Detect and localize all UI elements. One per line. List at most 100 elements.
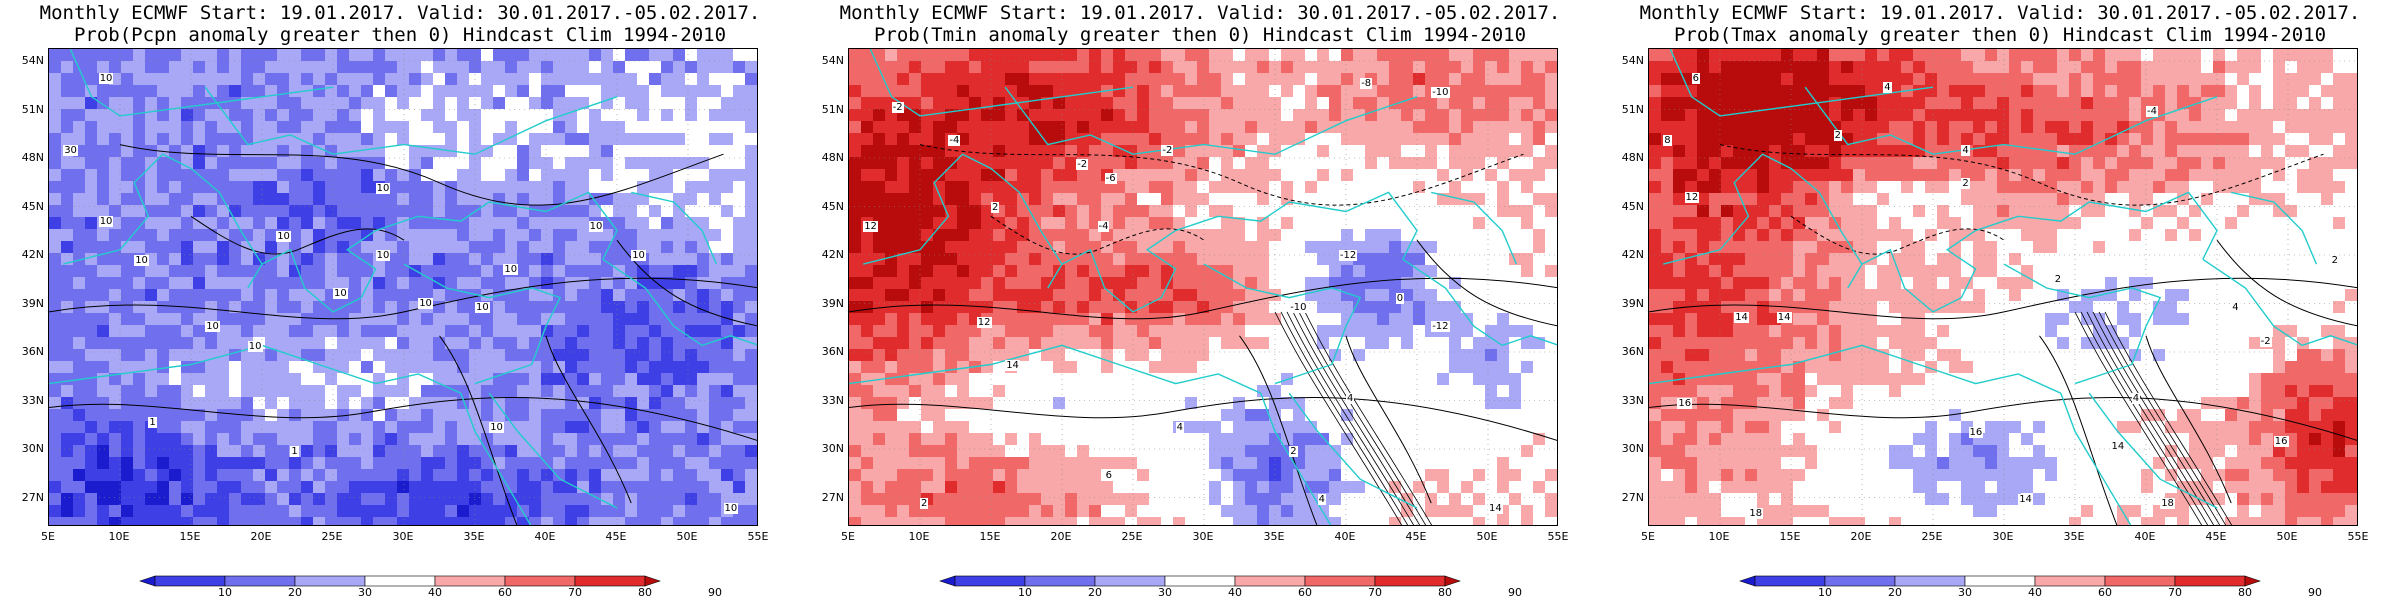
field-cell xyxy=(721,445,734,458)
contour-value-label: 10 xyxy=(475,302,490,314)
field-cell xyxy=(1209,229,1222,242)
field-cell xyxy=(49,109,62,122)
field-cell xyxy=(529,145,542,158)
field-cell xyxy=(1413,457,1426,470)
field-cell xyxy=(1113,97,1126,110)
field-cell xyxy=(517,73,530,86)
field-cell xyxy=(577,109,590,122)
field-cell xyxy=(97,325,110,338)
field-cell xyxy=(661,121,674,134)
field-cell xyxy=(169,241,182,254)
field-cell xyxy=(1053,493,1066,506)
field-cell xyxy=(265,313,278,326)
field-cell xyxy=(1233,301,1246,314)
field-cell xyxy=(469,289,482,302)
field-cell xyxy=(553,49,566,62)
field-cell xyxy=(1521,409,1534,422)
field-cell xyxy=(49,169,62,182)
field-cell xyxy=(289,493,302,506)
field-cell xyxy=(757,481,758,494)
field-cell xyxy=(637,301,650,314)
field-cell xyxy=(133,265,146,278)
field-cell xyxy=(1389,97,1402,110)
field-cell xyxy=(1521,457,1534,470)
field-cell xyxy=(301,301,314,314)
field-cell xyxy=(1113,301,1126,314)
field-cell xyxy=(993,469,1006,482)
field-cell xyxy=(637,505,650,518)
field-cell xyxy=(885,421,898,434)
field-cell xyxy=(1149,325,1162,338)
field-cell xyxy=(337,181,350,194)
field-cell xyxy=(1545,397,1557,410)
field-cell xyxy=(1413,289,1426,302)
field-cell xyxy=(945,253,958,266)
field-cell xyxy=(1209,181,1222,194)
field-cell xyxy=(1365,109,1378,122)
field-cell xyxy=(1473,493,1486,506)
field-cell xyxy=(873,205,886,218)
field-cell xyxy=(1533,253,1546,266)
field-cell xyxy=(909,397,922,410)
field-cell xyxy=(529,385,542,398)
coastline xyxy=(403,263,562,385)
field-cell xyxy=(613,73,626,86)
field-cell xyxy=(337,109,350,122)
field-cell xyxy=(541,145,554,158)
field-cell xyxy=(1413,349,1426,362)
field-cell xyxy=(409,49,422,62)
field-cell xyxy=(661,205,674,218)
field-cell xyxy=(421,445,434,458)
field-cell xyxy=(1293,169,1306,182)
field-cell xyxy=(217,205,230,218)
contour-value-label: 10 xyxy=(503,264,519,276)
field-cell xyxy=(993,325,1006,338)
field-cell xyxy=(181,217,194,230)
field-cell xyxy=(1029,301,1042,314)
lat-tick-label: 36N xyxy=(821,345,844,358)
field-cell xyxy=(553,313,566,326)
field-cell xyxy=(981,397,994,410)
field-cell xyxy=(1005,169,1018,182)
field-cell xyxy=(169,313,182,326)
field-cell xyxy=(1113,433,1126,446)
field-cell xyxy=(85,493,98,506)
field-cell xyxy=(1017,133,1030,146)
field-cell xyxy=(1149,61,1162,74)
field-cell xyxy=(1377,61,1390,74)
field-cell xyxy=(49,433,62,446)
field-cell xyxy=(193,433,206,446)
field-cell xyxy=(1209,397,1222,410)
field-cell xyxy=(397,301,410,314)
field-cell xyxy=(601,361,614,374)
field-cell xyxy=(1281,109,1294,122)
field-cell xyxy=(1161,409,1174,422)
field-cell xyxy=(721,481,734,494)
field-cell xyxy=(517,397,530,410)
field-cell xyxy=(1185,181,1198,194)
field-cell xyxy=(909,457,922,470)
field-cell xyxy=(1317,445,1330,458)
field-cell xyxy=(1113,193,1126,206)
field-cell xyxy=(1413,181,1426,194)
field-cell xyxy=(409,229,422,242)
field-cell xyxy=(1521,397,1534,410)
field-cell xyxy=(229,457,242,470)
field-cell xyxy=(909,229,922,242)
field-cell xyxy=(849,97,862,110)
field-cell xyxy=(541,421,554,434)
field-cell xyxy=(193,49,206,62)
field-cell xyxy=(1293,337,1306,350)
colorbar-segment xyxy=(224,575,296,587)
field-cell xyxy=(1449,385,1462,398)
field-cell xyxy=(673,193,686,206)
field-cell xyxy=(265,469,278,482)
field-cell xyxy=(349,217,362,230)
field-cell xyxy=(1161,385,1174,398)
field-cell xyxy=(565,265,578,278)
field-cell xyxy=(1185,253,1198,266)
field-cell xyxy=(709,361,722,374)
field-cell xyxy=(421,409,434,422)
field-cell xyxy=(1401,517,1414,525)
field-cell xyxy=(1245,229,1258,242)
